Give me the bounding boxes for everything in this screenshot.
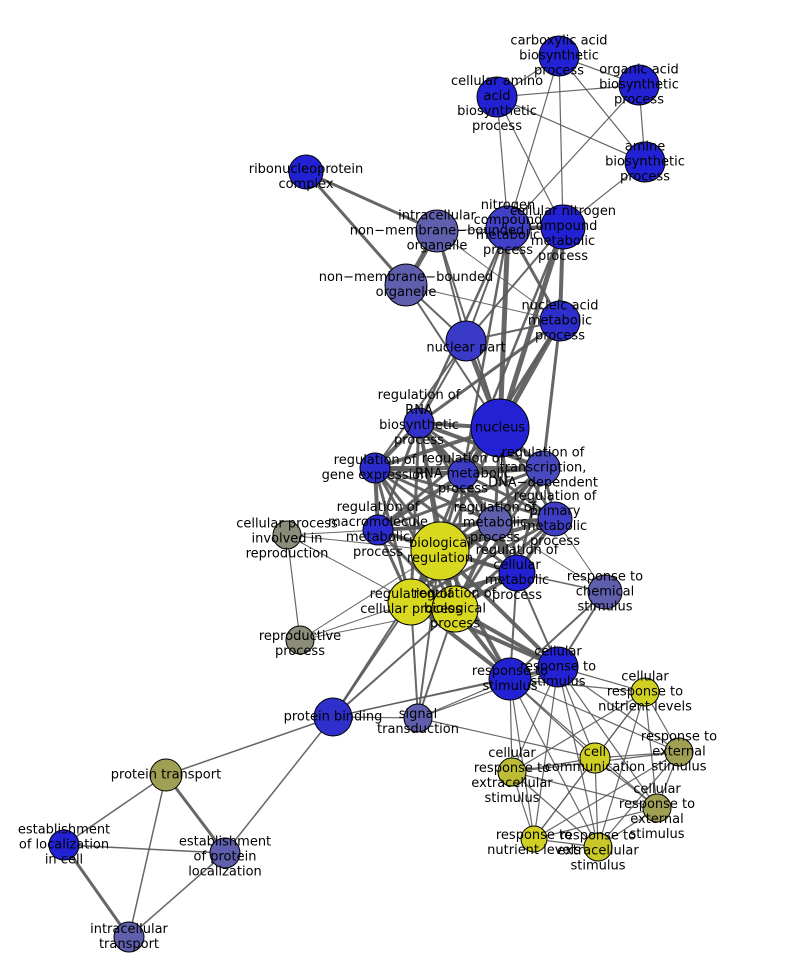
graph-edge <box>417 422 519 574</box>
graph-node[interactable] <box>387 578 435 626</box>
graph-node[interactable] <box>149 758 183 792</box>
edges-layer <box>62 55 680 938</box>
graph-edge <box>533 807 658 840</box>
graph-edge <box>332 608 456 718</box>
graph-edge <box>374 340 467 469</box>
graph-node[interactable] <box>384 263 428 307</box>
graph-edge <box>597 751 680 848</box>
graph-edge <box>128 852 226 938</box>
graph-edge <box>374 466 496 525</box>
graph-node[interactable] <box>540 204 586 250</box>
graph-node[interactable] <box>642 793 672 823</box>
graph-node[interactable] <box>579 742 611 774</box>
graph-node[interactable] <box>498 554 536 592</box>
graph-edge <box>496 84 640 98</box>
nodes-layer <box>48 35 694 953</box>
graph-node[interactable] <box>537 501 573 537</box>
graph-node[interactable] <box>447 458 479 490</box>
graph-edge <box>496 96 646 163</box>
graph-edge <box>286 534 301 641</box>
graph-edge <box>436 230 561 322</box>
graph-node[interactable] <box>431 585 479 633</box>
graph-edge <box>558 55 564 228</box>
graph-node[interactable] <box>272 520 302 550</box>
graph-edge <box>557 666 680 753</box>
graph-edge <box>509 678 599 848</box>
graph-edge <box>409 422 421 603</box>
graph-node[interactable] <box>359 452 391 484</box>
graph-node[interactable] <box>313 697 353 737</box>
graph-node[interactable] <box>583 832 613 862</box>
graph-edge <box>374 466 556 521</box>
graph-node[interactable] <box>285 625 315 655</box>
graph-node[interactable] <box>288 154 324 190</box>
graph-edge <box>417 666 559 719</box>
graph-edge <box>376 472 465 532</box>
graph-edge <box>533 666 559 840</box>
graph-edge <box>461 227 510 475</box>
graph-edge <box>465 226 564 342</box>
graph-edge <box>533 757 596 840</box>
graph-node[interactable] <box>497 757 527 787</box>
graph-edge <box>418 319 561 425</box>
graph-node[interactable] <box>520 825 548 853</box>
graph-edge <box>509 678 646 693</box>
graph-node[interactable] <box>445 320 487 362</box>
graph-edge <box>507 55 560 229</box>
graph-edge <box>507 84 640 229</box>
graph-node[interactable] <box>630 677 660 707</box>
graph-edge <box>165 716 334 776</box>
graph-edge <box>494 522 606 593</box>
graph-node[interactable] <box>618 64 660 106</box>
graph-node[interactable] <box>362 514 394 546</box>
graph-edge <box>511 771 599 848</box>
graph-edge <box>644 691 658 809</box>
graph-node[interactable] <box>477 505 513 541</box>
graph-node[interactable] <box>525 450 561 486</box>
graph-node[interactable] <box>488 657 532 701</box>
graph-node[interactable] <box>113 921 145 953</box>
graph-edge <box>128 774 167 938</box>
graph-node[interactable] <box>624 141 666 183</box>
graph-edge <box>509 678 658 809</box>
graph-node[interactable] <box>664 737 694 767</box>
graph-node[interactable] <box>209 837 241 869</box>
graph-edge <box>509 678 680 753</box>
graph-edge <box>511 771 658 809</box>
graph-edge <box>511 691 646 773</box>
graph-edge <box>63 844 226 854</box>
graph-edge <box>541 320 562 469</box>
graph-edge <box>305 170 438 233</box>
graph-node[interactable] <box>538 35 580 77</box>
graph-node[interactable] <box>415 209 459 253</box>
graph-edge <box>224 716 334 854</box>
graph-edge <box>63 774 167 846</box>
graph-node[interactable] <box>485 205 531 251</box>
graph-edge <box>497 227 511 429</box>
graph-node[interactable] <box>537 646 579 688</box>
graph-edge <box>557 666 658 809</box>
graph-edge <box>509 678 535 840</box>
graph-node[interactable] <box>403 703 433 733</box>
graph-node[interactable] <box>410 521 470 581</box>
graph-node[interactable] <box>476 76 518 118</box>
graph-node[interactable] <box>403 407 435 439</box>
graph-edge <box>417 717 596 759</box>
graph-node[interactable] <box>539 300 581 342</box>
graph-node[interactable] <box>48 829 80 861</box>
graph-edge <box>405 284 561 322</box>
graph-edge <box>376 422 421 531</box>
graph-node[interactable] <box>587 574 623 610</box>
graph-node[interactable] <box>470 398 530 458</box>
graph-edge <box>557 666 599 848</box>
graph-edge <box>304 171 408 286</box>
graph-edge <box>496 96 564 228</box>
graph-edge <box>62 844 131 938</box>
graph-edge <box>558 55 646 163</box>
